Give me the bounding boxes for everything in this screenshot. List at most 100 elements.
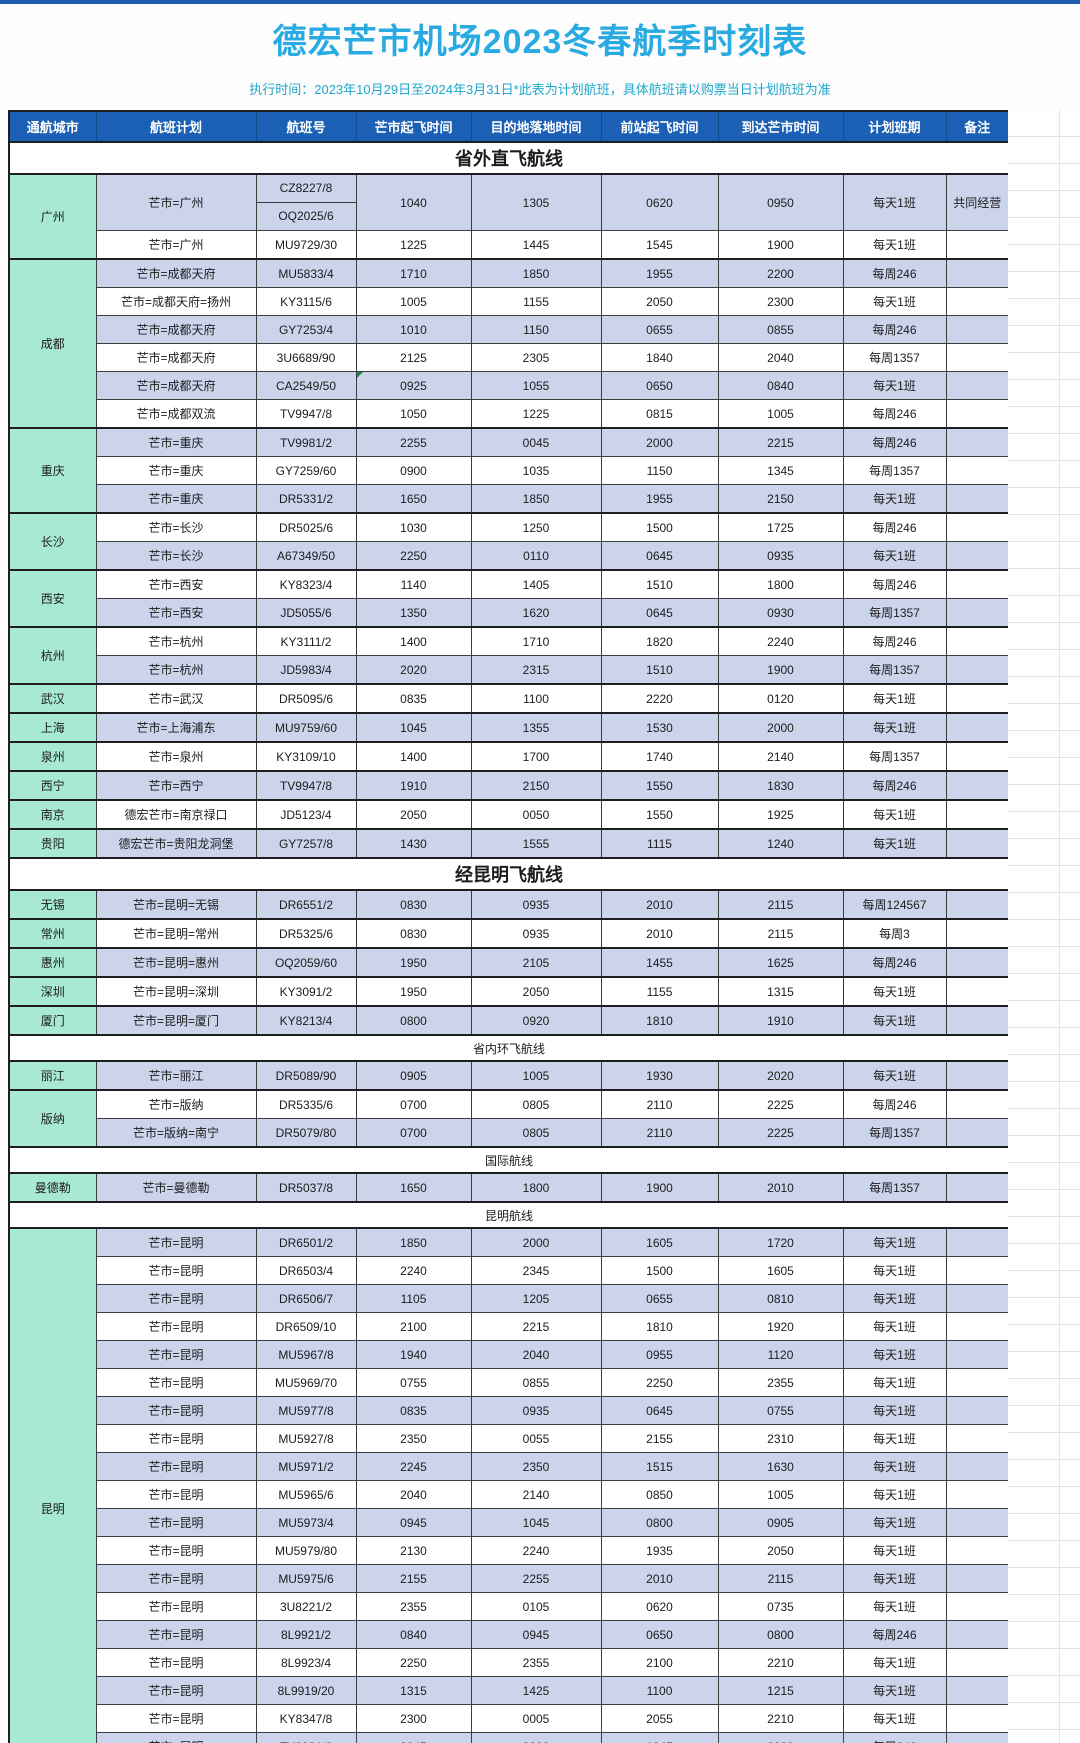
route-cell: 芒市=昆明 (95, 1396, 257, 1425)
note-cell: 共同经营 (945, 173, 1010, 231)
schedule-cell: 每周246 (842, 626, 947, 656)
previous-stop-departure-cell: 1100 (600, 1676, 719, 1705)
schedule-cell: 每天1班 (842, 230, 947, 260)
note-cell (945, 1452, 1010, 1481)
schedule-cell: 每天1班 (842, 1480, 947, 1509)
route-cell: 芒市=昆明=常州 (95, 918, 257, 949)
schedule-cell: 每周246 (842, 947, 947, 978)
section-header-row: 省外直飞航线 (8, 141, 1010, 175)
city-cell: 武汉 (8, 683, 97, 714)
flight-row: 芒市=成都天府=扬州 KY3115/6 1005 1155 2050 2300 每天1班 (9, 287, 1010, 316)
note-cell (945, 230, 1010, 260)
mangshi-departure-cell: 0905 (355, 1060, 472, 1091)
flight-row: 惠州 芒市=昆明=惠州 OQ2059/60 1950 2105 1455 1625 每周246 (8, 947, 1010, 978)
flight-no-cell: KY8323/4 (255, 569, 357, 599)
mangshi-departure-cell: 2100 (355, 1312, 472, 1341)
schedule-cell: 每天1班 (842, 541, 947, 571)
previous-stop-departure-cell: 1955 (600, 258, 719, 288)
flight-no-cell: DR5095/6 (255, 683, 357, 714)
mangshi-arrival-cell: 2050 (717, 1536, 844, 1565)
previous-stop-departure-cell: 1845 (600, 1732, 719, 1743)
note-cell (945, 1732, 1010, 1743)
mangshi-departure-cell: 0830 (355, 918, 472, 949)
previous-stop-departure-cell: 0620 (600, 173, 719, 231)
flight-row: 南京 德宏芒市=南京禄口 JD5123/4 2050 0050 1550 1925 每天1班 (8, 799, 1010, 830)
previous-stop-departure-cell: 2220 (600, 683, 719, 714)
destination-arrival-cell: 2150 (470, 770, 602, 801)
previous-stop-departure-cell: 1155 (600, 976, 719, 1007)
schedule-cell: 每周246 (842, 512, 947, 542)
city-cell: 无锡 (8, 889, 97, 920)
destination-arrival-cell: 1155 (470, 287, 602, 316)
schedule-cell: 每天1班 (842, 683, 947, 714)
note-cell (945, 626, 1010, 656)
flight-no-cell: MU5973/4 (255, 1508, 357, 1537)
note-cell (945, 1704, 1010, 1733)
route-cell: 芒市=昆明 (95, 1340, 257, 1369)
destination-arrival-cell: 0935 (470, 918, 602, 949)
flight-no-cell: KY3091/2 (255, 976, 357, 1007)
destination-arrival-cell: 0005 (470, 1704, 602, 1733)
destination-arrival-cell: 2140 (470, 1480, 602, 1509)
note-cell (945, 1396, 1010, 1425)
flight-no-cell: OQ2059/60 (255, 947, 357, 978)
city-cell: 曼德勒 (8, 1172, 97, 1203)
mangshi-arrival-cell: 2215 (717, 427, 844, 457)
flight-row: 芒市=昆明 MU5969/70 0755 0855 2250 2355 每天1班 (9, 1368, 1010, 1397)
previous-stop-departure-cell: 2010 (600, 889, 719, 920)
destination-arrival-cell: 1425 (470, 1676, 602, 1705)
flight-no-cell: MU9759/60 (255, 712, 357, 743)
note-cell (945, 712, 1010, 743)
column-header: 到达芒市时间 (717, 110, 844, 143)
flight-no-cell: DR5037/8 (255, 1172, 357, 1203)
flight-no-cell: JD5983/4 (255, 655, 357, 685)
flight-row: 贵阳 德宏芒市=贵阳龙洞堡 GY7257/8 1430 1555 1115 1240 每天1班 (8, 828, 1010, 859)
mangshi-departure-cell: 2250 (355, 541, 472, 571)
destination-arrival-cell: 1355 (470, 712, 602, 743)
flight-row: 曼德勒 芒市=曼德勒 DR5037/8 1650 1800 1900 2010 每周1357 (8, 1172, 1010, 1203)
note-cell (945, 828, 1010, 859)
note-cell (945, 1424, 1010, 1453)
mangshi-arrival-cell: 0735 (717, 1592, 844, 1621)
route-cell: 芒市=成都天府=扬州 (95, 287, 257, 316)
flight-row: 芒市=昆明 MU5967/8 1940 2040 0955 1120 每天1班 (9, 1340, 1010, 1369)
mangshi-arrival-cell: 0950 (717, 173, 844, 231)
page-title: 德宏芒市机场2023冬春航季时刻表 (272, 23, 808, 61)
previous-stop-departure-cell: 1840 (600, 343, 719, 372)
previous-stop-departure-cell: 1500 (600, 512, 719, 542)
flight-row: 芒市=昆明 DR6503/4 2240 2345 1500 1605 每天1班 (9, 1256, 1010, 1285)
flight-row: 芒市=成都天府 GY7253/4 1010 1150 0655 0855 每周246 (9, 315, 1010, 344)
route-cell: 芒市=昆明 (95, 1648, 257, 1677)
flight-no-cell: 3U8221/2 (255, 1592, 357, 1621)
route-cell: 芒市=昆明 (95, 1508, 257, 1537)
note-cell (945, 889, 1010, 920)
schedule-cell: 每天1班 (842, 371, 947, 400)
flight-no-cell: MU9729/30 (255, 230, 357, 260)
schedule-cell: 每天1班 (842, 173, 947, 231)
mangshi-departure-cell: 0755 (355, 1368, 472, 1397)
flight-row: 武汉 芒市=武汉 DR5095/6 0835 1100 2220 0120 每天1班 (8, 683, 1010, 714)
flight-row: 芒市=昆明 3U8221/2 2355 0105 0620 0735 每天1班 (9, 1592, 1010, 1621)
previous-stop-departure-cell: 1510 (600, 655, 719, 685)
flight-no-cell: DR6506/7 (255, 1284, 357, 1313)
flight-no-cell: DR5089/90 (255, 1060, 357, 1091)
mangshi-departure-cell: 1005 (355, 287, 472, 316)
previous-stop-departure-cell: 0645 (600, 541, 719, 571)
empty-spreadsheet-cells-right (1008, 110, 1080, 1743)
flight-no-cell: GY7259/60 (255, 456, 357, 485)
mangshi-departure-cell: 1050 (355, 399, 472, 429)
mangshi-arrival-cell: 1720 (717, 1227, 844, 1257)
mangshi-arrival-cell: 2310 (717, 1424, 844, 1453)
flight-row: 芒市=昆明 MU5927/8 2350 0055 2155 2310 每天1班 (9, 1424, 1010, 1453)
destination-arrival-cell: 0105 (470, 1592, 602, 1621)
previous-stop-departure-cell: 0620 (600, 1592, 719, 1621)
previous-stop-departure-cell: 1500 (600, 1256, 719, 1285)
route-cell: 芒市=昆明 (95, 1564, 257, 1593)
flight-no-cell: DR6503/4 (255, 1256, 357, 1285)
destination-arrival-cell: 2240 (470, 1536, 602, 1565)
note-cell (945, 1227, 1010, 1257)
previous-stop-departure-cell: 0655 (600, 1284, 719, 1313)
flight-no-cell: GY7253/4 (255, 315, 357, 344)
route-cell: 芒市=广州 (95, 173, 257, 231)
flight-row: 芒市=昆明 MU5971/2 2245 2350 1515 1630 每天1班 (9, 1452, 1010, 1481)
